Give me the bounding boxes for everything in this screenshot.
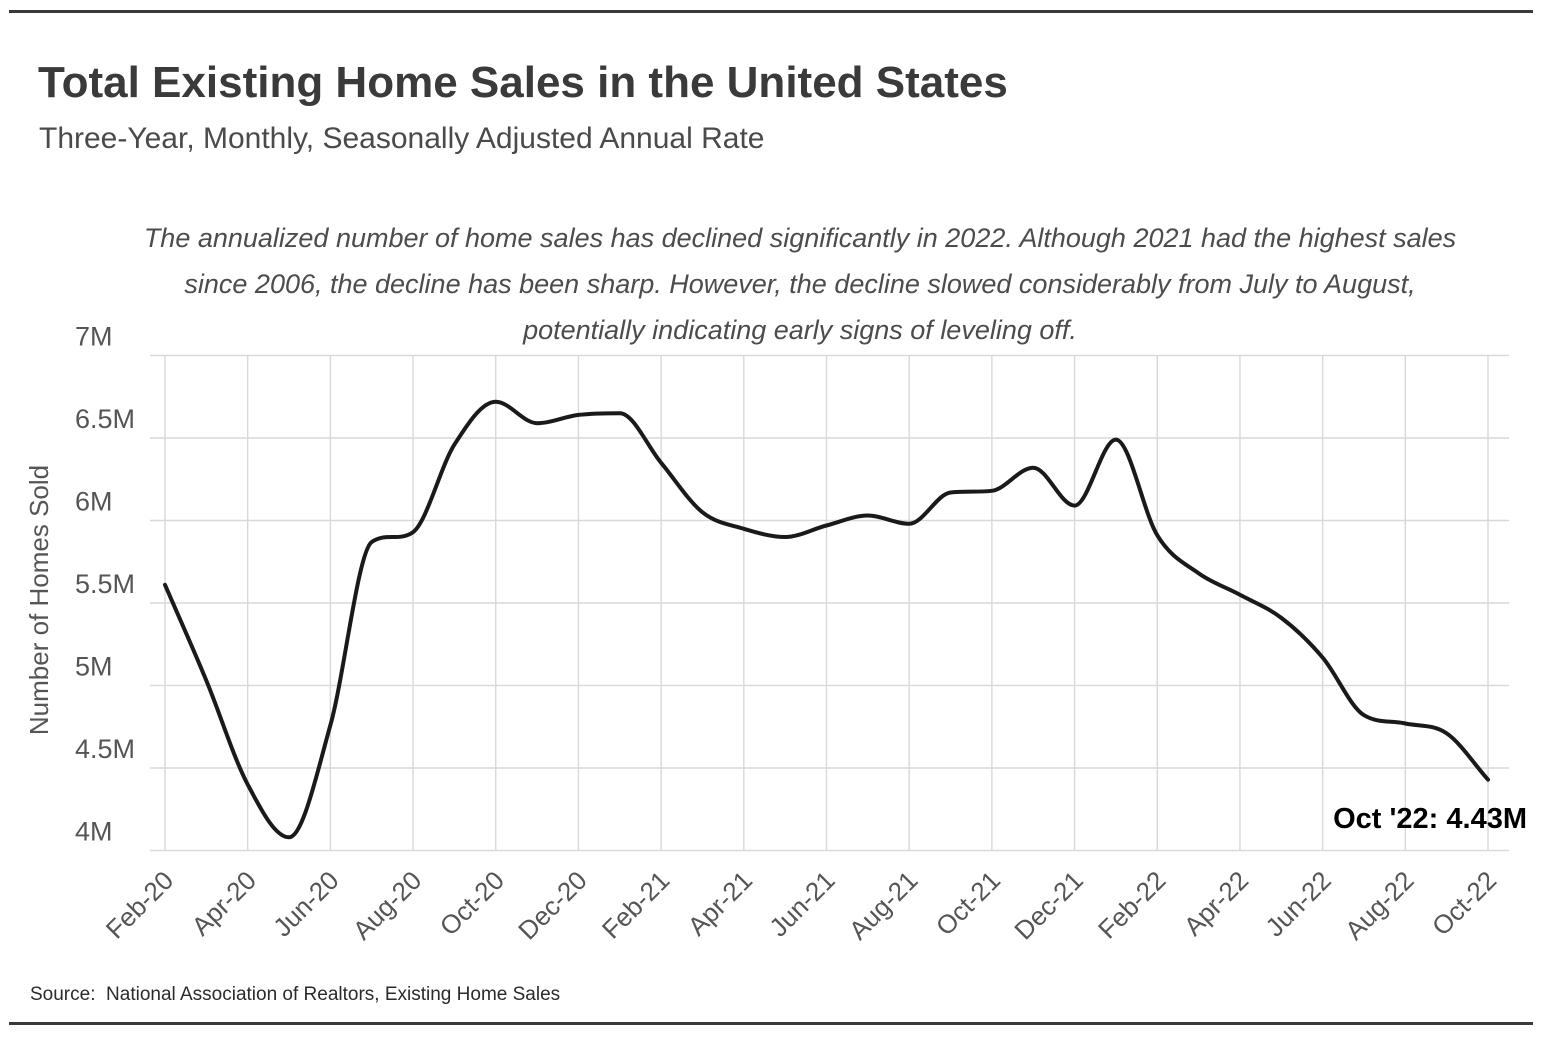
x-tick-label: Dec-20 — [512, 865, 592, 945]
y-tick-label: 5.5M — [75, 569, 135, 599]
x-tick-label: Oct-20 — [434, 865, 510, 941]
y-tick-label: 6.5M — [75, 404, 135, 434]
y-tick-label: 5M — [75, 652, 113, 682]
page-subtitle: Three-Year, Monthly, Seasonally Adjusted… — [39, 122, 765, 155]
source-note: Source: National Association of Realtors… — [30, 984, 561, 1005]
sales-line — [163, 399, 1490, 840]
x-tick-label: Jun-22 — [1259, 865, 1336, 942]
x-tick-label: Feb-22 — [1092, 865, 1171, 944]
x-tick-label: Apr-21 — [682, 865, 758, 941]
y-tick-label: 4M — [75, 817, 113, 847]
x-tick-label: Aug-20 — [347, 865, 427, 945]
x-tick-label: Dec-21 — [1008, 865, 1088, 945]
x-tick-label: Jun-20 — [267, 865, 344, 942]
x-tick-label: Oct-21 — [930, 865, 1006, 941]
top-border-rule — [9, 10, 1533, 13]
y-tick-label: 4.5M — [75, 734, 135, 764]
page-title: Total Existing Home Sales in the United … — [38, 58, 1008, 107]
x-tick-label: Aug-21 — [843, 865, 923, 945]
x-tick-label: Feb-20 — [100, 865, 179, 944]
x-tick-label: Feb-21 — [596, 865, 675, 944]
x-tick-label: Jun-21 — [763, 865, 840, 942]
bottom-border-rule — [9, 1022, 1533, 1025]
y-tick-label: 6M — [75, 487, 113, 517]
chart-annotation-text: The annualized number of home sales has … — [143, 223, 1457, 345]
data-callout: Oct '22: 4.43M — [1333, 803, 1527, 835]
y-tick-label: 7M — [75, 322, 113, 352]
x-tick-label: Apr-22 — [1178, 865, 1254, 941]
y-axis-title: Number of Homes Sold — [24, 465, 54, 735]
x-tick-label: Apr-20 — [186, 865, 262, 941]
x-tick-label: Aug-22 — [1339, 865, 1419, 945]
x-tick-label: Oct-22 — [1426, 865, 1502, 941]
